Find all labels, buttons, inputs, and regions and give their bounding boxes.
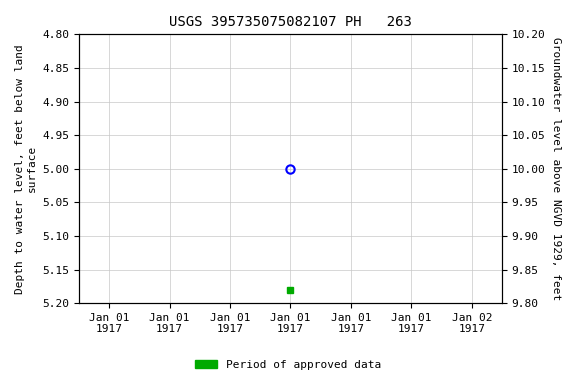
Legend: Period of approved data: Period of approved data <box>191 356 385 375</box>
Title: USGS 395735075082107 PH   263: USGS 395735075082107 PH 263 <box>169 15 412 29</box>
Y-axis label: Groundwater level above NGVD 1929, feet: Groundwater level above NGVD 1929, feet <box>551 37 561 300</box>
Y-axis label: Depth to water level, feet below land
surface: Depth to water level, feet below land su… <box>15 44 37 294</box>
